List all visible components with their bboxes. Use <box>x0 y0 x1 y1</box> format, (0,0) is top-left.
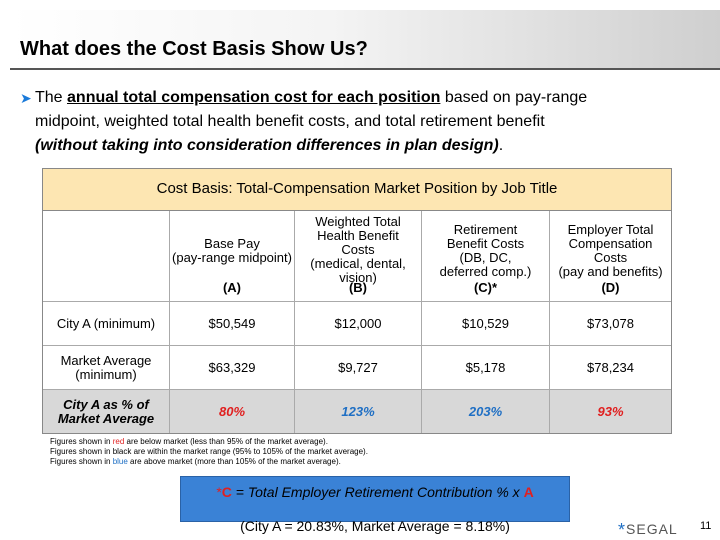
header-health: Weighted Total Health Benefit Costs (med… <box>294 211 421 301</box>
formula-values: (City A = 20.83%, Market Average = 8.18%… <box>240 518 510 534</box>
slide-title: What does the Cost Basis Show Us? <box>20 38 368 60</box>
header-health-sub: (medical, dental, vision) <box>310 256 406 285</box>
formula-a: A <box>523 484 534 500</box>
bullet-italic: (without taking into consideration diffe… <box>35 137 499 154</box>
formula-box: *C = Total Employer Retirement Contribut… <box>180 476 570 522</box>
table-row-percent: City A as % of Market Average 80% 123% 2… <box>43 389 671 433</box>
bullet-line-1: The annual total compensation cost for e… <box>20 89 587 106</box>
cell-retirement: $10,529 <box>421 302 549 345</box>
note-within-market: Figures shown in black are within the ma… <box>50 447 368 456</box>
note-3-color: blue <box>112 457 128 466</box>
header-base-pay-sub: (pay-range midpoint) <box>172 250 292 265</box>
row-label: Market Average (minimum) <box>60 352 152 382</box>
header-letter-c: (C)* <box>473 280 498 295</box>
bullet-point: ➤ The annual total compensation cost for… <box>20 86 700 158</box>
title-bar: What does the Cost Basis Show Us? <box>10 10 720 70</box>
cell-retirement: $5,178 <box>421 346 549 389</box>
formula-x: x <box>512 484 524 500</box>
header-blank <box>43 211 169 301</box>
header-base-pay-title: Base Pay <box>204 236 260 251</box>
header-total-comp-title: Employer Total Compensation Costs <box>567 222 654 265</box>
cell-health: $12,000 <box>294 302 421 345</box>
segal-logo: *SEGAL <box>618 518 678 540</box>
cell-total-comp: 93% <box>549 390 671 433</box>
formula-middle: = Total Employer Retirement Contribution… <box>231 484 513 500</box>
note-3-pre: Figures shown in <box>50 457 113 466</box>
header-retirement-sub: (DB, DC, deferred comp.) <box>439 250 532 279</box>
cell-base-pay: 80% <box>169 390 294 433</box>
row-label: City A as % of Market Average <box>57 396 155 426</box>
bullet-underlined: annual total compensation cost for each … <box>67 89 441 106</box>
header-letter-b: (B) <box>348 280 368 295</box>
cell-base-pay: $63,329 <box>169 346 294 389</box>
bullet-line-2: midpoint, weighted total health benefit … <box>35 113 545 130</box>
bullet-line-3: (without taking into consideration diffe… <box>20 134 700 158</box>
header-retirement: Retirement Benefit Costs (DB, DC, deferr… <box>421 211 549 301</box>
header-health-title: Weighted Total Health Benefit Costs <box>315 214 401 257</box>
table-notes: Figures shown in red are below market (l… <box>50 437 368 467</box>
logo-text: SEGAL <box>626 521 678 537</box>
cell-health: $9,727 <box>294 346 421 389</box>
page-number: 11 <box>700 520 712 532</box>
note-above-market: Figures shown in blue are above market (… <box>50 457 368 467</box>
row-label: City A (minimum) <box>56 315 156 331</box>
bullet-rest: based on pay-range <box>440 89 588 106</box>
header-base-pay: Base Pay (pay-range midpoint) (A) <box>169 211 294 301</box>
header-letter-d: (D) <box>601 280 620 295</box>
logo-mark-icon: * <box>618 520 627 540</box>
cell-total-comp: $73,078 <box>549 302 671 345</box>
bullet-prefix: The <box>35 89 68 106</box>
arrow-bullet-icon: ➤ <box>20 90 32 106</box>
header-total-comp: Employer Total Compensation Costs (pay a… <box>549 211 671 301</box>
note-1-color: red <box>112 437 125 446</box>
cost-basis-table: Cost Basis: Total-Compensation Market Po… <box>42 168 672 434</box>
note-1-post: are below market (less than 95% of the m… <box>124 437 328 446</box>
cell-retirement: 203% <box>421 390 549 433</box>
table-header-row: Base Pay (pay-range midpoint) (A) Weight… <box>43 211 671 301</box>
note-1-pre: Figures shown in <box>50 437 113 446</box>
cell-health: 123% <box>294 390 421 433</box>
cell-total-comp: $78,234 <box>549 346 671 389</box>
header-retirement-title: Retirement Benefit Costs <box>446 222 525 251</box>
table-row-city-a: City A (minimum) $50,549 $12,000 $10,529… <box>43 301 671 345</box>
note-3-post: are above market (more than 105% of the … <box>127 457 341 466</box>
table-caption: Cost Basis: Total-Compensation Market Po… <box>43 169 671 211</box>
formula-c: C <box>221 484 232 500</box>
note-below-market: Figures shown in red are below market (l… <box>50 437 368 447</box>
formula-star: * <box>216 484 222 500</box>
bullet-end: . <box>498 137 504 154</box>
header-total-comp-sub: (pay and benefits) <box>558 264 663 279</box>
formula-text: *C = Total Employer Retirement Contribut… <box>181 484 569 500</box>
table-row-market-average: Market Average (minimum) $63,329 $9,727 … <box>43 345 671 389</box>
header-letter-a: (A) <box>222 280 242 295</box>
cell-base-pay: $50,549 <box>169 302 294 345</box>
